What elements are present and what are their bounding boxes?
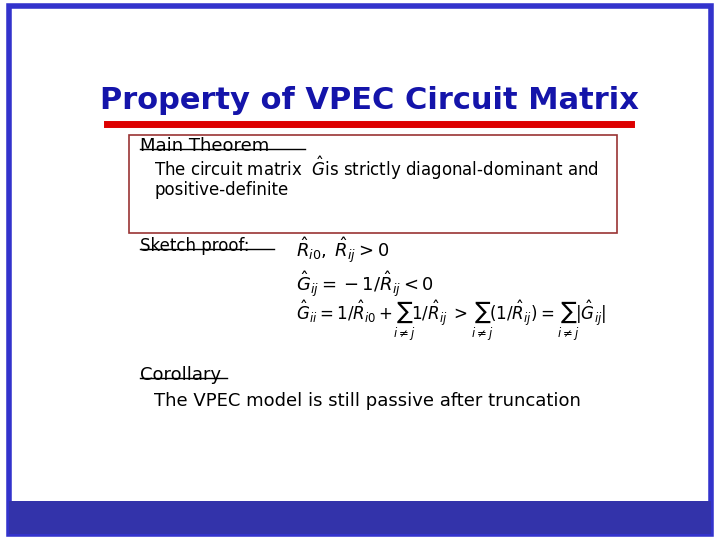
Text: Corollary: Corollary bbox=[140, 366, 221, 383]
Text: $\hat{G}_{ij} = -1/\hat{R}_{ij} < 0$: $\hat{G}_{ij} = -1/\hat{R}_{ij} < 0$ bbox=[297, 269, 434, 299]
FancyBboxPatch shape bbox=[129, 136, 617, 233]
Text: Main Theorem: Main Theorem bbox=[140, 137, 269, 155]
Text: Property of VPEC Circuit Matrix: Property of VPEC Circuit Matrix bbox=[99, 86, 639, 114]
Text: $\hat{G}_{ii} = 1/\hat{R}_{i0}+\!\sum_{i \neq j}\! 1/\hat{R}_{ij}\; > \sum_{i \n: $\hat{G}_{ii} = 1/\hat{R}_{i0}+\!\sum_{i… bbox=[297, 298, 607, 343]
Text: The VPEC model is still passive after truncation: The VPEC model is still passive after tr… bbox=[154, 392, 581, 410]
Text: Sketch proof:: Sketch proof: bbox=[140, 237, 250, 255]
Text: $\hat{R}_{i0},\; \hat{R}_{ij} > 0$: $\hat{R}_{i0},\; \hat{R}_{ij} > 0$ bbox=[297, 235, 390, 265]
Text: positive-definite: positive-definite bbox=[154, 180, 289, 199]
Text: The circuit matrix  $\hat{G}$is strictly diagonal-dominant and: The circuit matrix $\hat{G}$is strictly … bbox=[154, 154, 599, 182]
